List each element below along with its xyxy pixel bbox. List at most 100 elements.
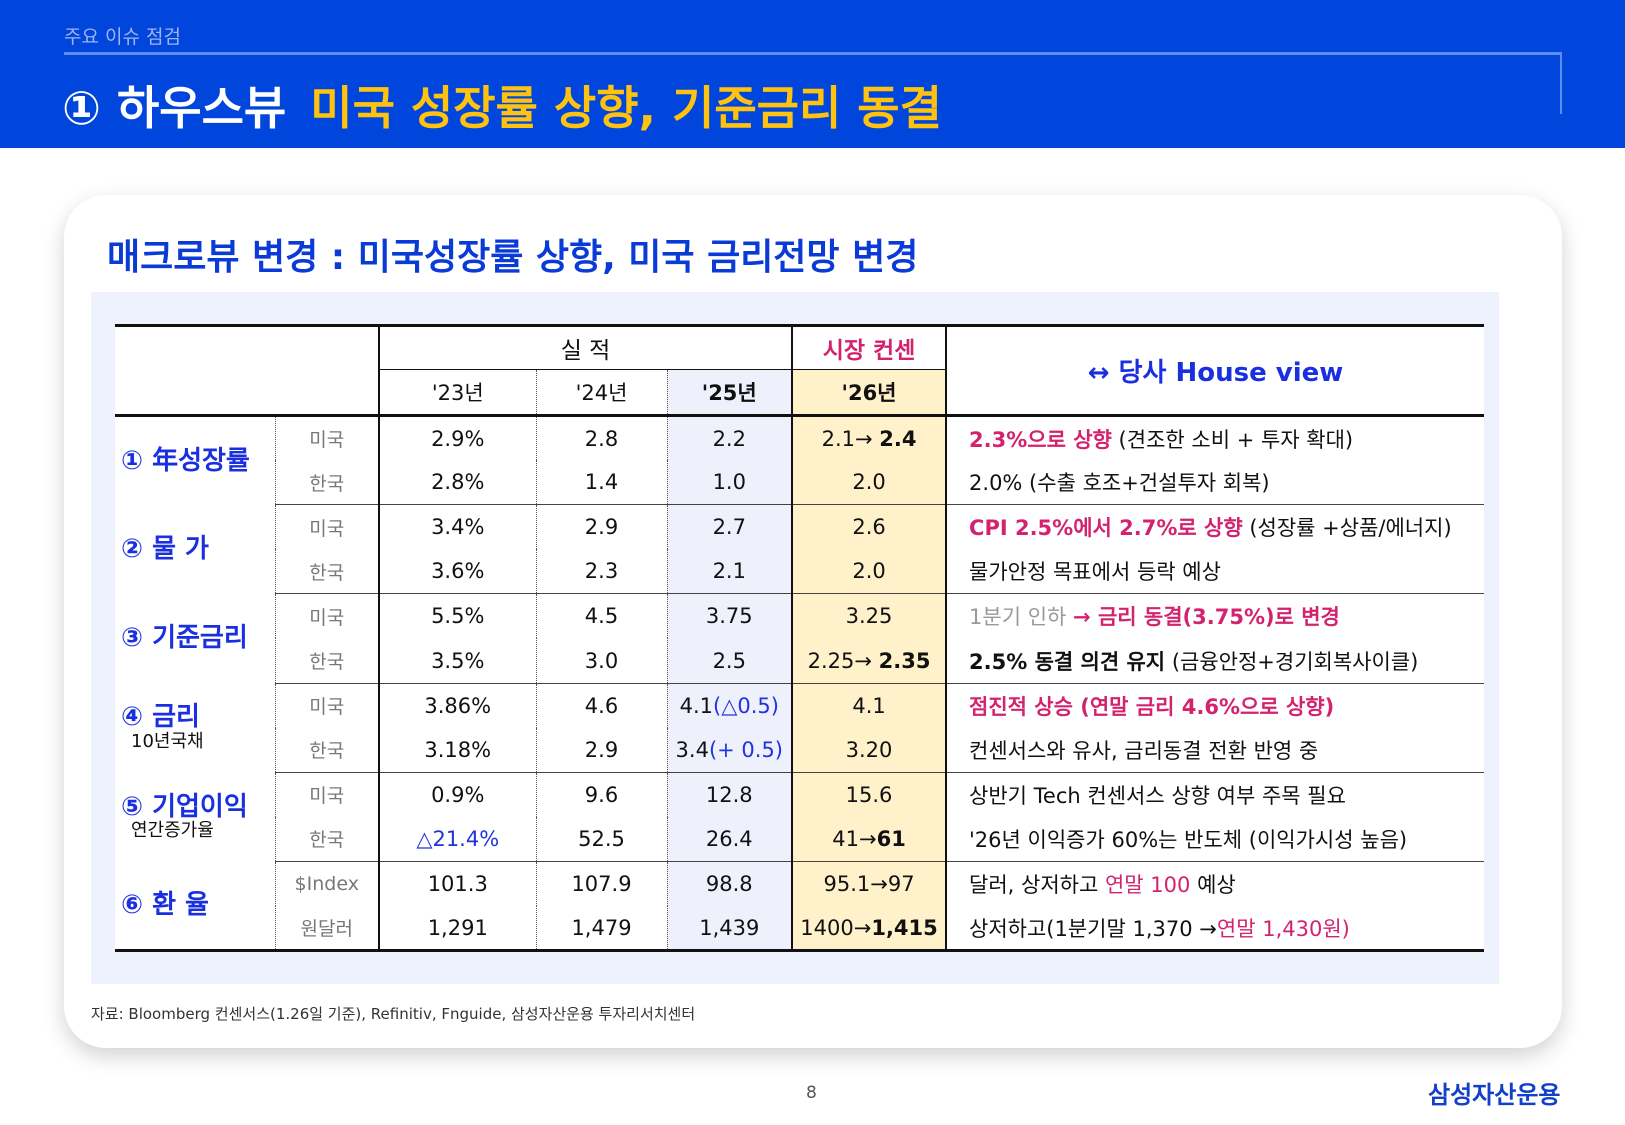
group-label-text: ③ 기준금리 <box>121 623 248 654</box>
value-cell: 2.5 <box>667 638 794 684</box>
cell-text: 2.4 <box>879 426 917 451</box>
table-row: 한국 3.5% 3.0 2.5 2.25→ 2.35 2.5% 동결 의견 유지 (금융안… <box>115 638 1484 684</box>
header-divider-vertical <box>1560 52 1562 114</box>
value-cell: 3.25 <box>792 593 948 639</box>
cell-text: 4.1 <box>679 693 713 718</box>
cell-text: 2.0 <box>852 559 886 584</box>
cell-text: CPI 2.5%에서 2.7%로 상향 <box>969 516 1243 541</box>
country-label: 한국 <box>275 549 380 595</box>
cell-text: 2.0 <box>852 470 886 495</box>
cell-text: 연말 1,430원) <box>1216 916 1350 941</box>
country-label: 한국 <box>275 460 380 506</box>
cell-text: 1400→ <box>800 915 872 940</box>
year-2026: '26년 <box>792 369 948 417</box>
group-label: ⑥ 환 율 <box>115 861 276 951</box>
group-label: ① 年성장률 <box>115 415 276 505</box>
value-cell: 2.8% <box>379 460 537 506</box>
cell-text: 1,439 <box>699 915 760 940</box>
value-cell: 2.9 <box>536 727 668 773</box>
value-cell: 2.8 <box>536 415 668 461</box>
country-label: 한국 <box>275 638 380 684</box>
value-cell: 3.6% <box>379 549 537 595</box>
cell-text: 95.1→97 <box>823 871 915 896</box>
country-label: $Index <box>275 861 380 907</box>
group-label-text: ④ 금리 <box>121 702 200 733</box>
page-title-main: ① 하우스뷰 <box>62 81 287 135</box>
cell-text: 4.6 <box>584 693 619 718</box>
value-cell: 12.8 <box>667 772 794 817</box>
group-sublabel: 10년국채 <box>131 731 204 753</box>
value-cell: 2.3 <box>536 549 668 595</box>
header-consensus-label: 시장 컨센 <box>822 338 916 364</box>
value-cell: 26.4 <box>667 816 794 862</box>
cell-text: 3.0 <box>584 648 619 673</box>
cell-text: 달러, 상저하고 <box>969 872 1105 897</box>
value-cell: 3.4% <box>379 504 537 550</box>
year-2024: '24년 <box>536 369 668 417</box>
cell-text: 예상 <box>1190 872 1236 897</box>
value-cell: 1400→1,415 <box>792 906 948 952</box>
value-cell: 2.1→ 2.4 <box>792 415 948 461</box>
value-cell: 15.6 <box>792 772 948 817</box>
value-cell: 4.1(△0.5) <box>667 683 794 728</box>
cell-text: 2.5 <box>712 648 746 673</box>
cell-text: (+ 0.5) <box>708 737 783 762</box>
cell-text: (견조한 소비 + 투자 확대) <box>1111 427 1354 452</box>
value-cell: 2.9 <box>536 504 668 550</box>
value-cell: 95.1→97 <box>792 861 948 907</box>
cell-text: 1,291 <box>427 915 488 940</box>
value-cell: 5.5% <box>379 593 537 639</box>
group-label: ④ 금리 10년국채 <box>115 683 276 773</box>
country-label: 한국 <box>275 727 380 773</box>
cell-text: 26.4 <box>705 826 753 851</box>
group-label: ⑤ 기업이익 연간증가율 <box>115 772 276 862</box>
cell-text: 2.8 <box>584 426 619 451</box>
cell-text: 2.0% (수출 호조+건설투자 회복) <box>969 471 1270 496</box>
value-cell: 4.1 <box>792 683 948 728</box>
value-cell: 3.75 <box>667 593 794 639</box>
country-label: 미국 <box>275 504 380 550</box>
value-cell: 1.4 <box>536 460 668 506</box>
house-view-cell: 2.0% (수출 호조+건설투자 회복) <box>946 460 1484 506</box>
table-row: ④ 금리 10년국채 미국 3.86% 4.6 4.1(△0.5) 4.1 점진적 상승 (연… <box>115 683 1484 773</box>
cell-text: 3.18% <box>424 737 492 762</box>
table-row: ② 물 가 미국 3.4% 2.9 2.7 2.6 CPI 2.5%에서 2.7%로 상향 … <box>115 504 1484 594</box>
value-cell: 2.6 <box>792 504 948 550</box>
value-cell: 52.5 <box>536 816 668 862</box>
table-row: 한국 △21.4% 52.5 26.4 41→61 '26년 이익증가 60%는 반도체 … <box>115 816 1484 862</box>
cell-text: 98.8 <box>705 871 753 896</box>
table-row: 한국 2.8% 1.4 1.0 2.0 2.0% (수출 호조+건설투자 회복) <box>115 460 1484 506</box>
group-label: ③ 기준금리 <box>115 593 276 684</box>
header-bar: 주요 이슈 점검 ① 하우스뷰 미국 성장률 상향, 기준금리 동결 <box>0 0 1625 148</box>
cell-text: 1,415 <box>871 915 938 940</box>
value-cell: 9.6 <box>536 772 668 817</box>
cell-text: 107.9 <box>571 871 632 896</box>
cell-text: 2.1 <box>712 559 746 584</box>
cell-text: 2.7 <box>712 515 746 540</box>
cell-text: 1.4 <box>584 470 619 495</box>
cell-text: 3.86% <box>424 693 492 718</box>
cell-text: 5.5% <box>431 604 485 629</box>
value-cell: △21.4% <box>379 816 537 862</box>
cell-text: 1,479 <box>571 915 632 940</box>
cell-text: 0.9% <box>431 782 485 807</box>
house-view-cell: 컨센서스와 유사, 금리동결 전환 반영 중 <box>946 727 1484 773</box>
section-label: 주요 이슈 점검 <box>64 26 181 48</box>
country-label: 한국 <box>275 816 380 862</box>
cell-text: 3.4 <box>675 737 709 762</box>
house-view-cell: 점진적 상승 (연말 금리 4.6%으로 상향) <box>946 683 1484 728</box>
cell-text: → 금리 동결(3.75%)로 변경 <box>1073 605 1340 630</box>
cell-text: 3.20 <box>845 737 893 762</box>
cell-text: 1분기 인하 <box>969 605 1074 630</box>
value-cell: 2.1 <box>667 549 794 595</box>
value-cell: 2.7 <box>667 504 794 550</box>
value-cell: 41→61 <box>792 816 948 862</box>
cell-text: 2.9% <box>431 426 485 451</box>
value-cell: 1,479 <box>536 906 668 952</box>
cell-text: 3.5% <box>431 648 485 673</box>
table-row: 한국 3.6% 2.3 2.1 2.0 물가안정 목표에서 등락 예상 <box>115 549 1484 595</box>
cell-text: 연말 100 <box>1104 872 1191 897</box>
cell-text: 점진적 상승 (연말 금리 4.6%으로 상향) <box>969 694 1335 719</box>
cell-text: 2.3%으로 상향 <box>969 427 1112 452</box>
year-2023: '23년 <box>379 369 537 417</box>
